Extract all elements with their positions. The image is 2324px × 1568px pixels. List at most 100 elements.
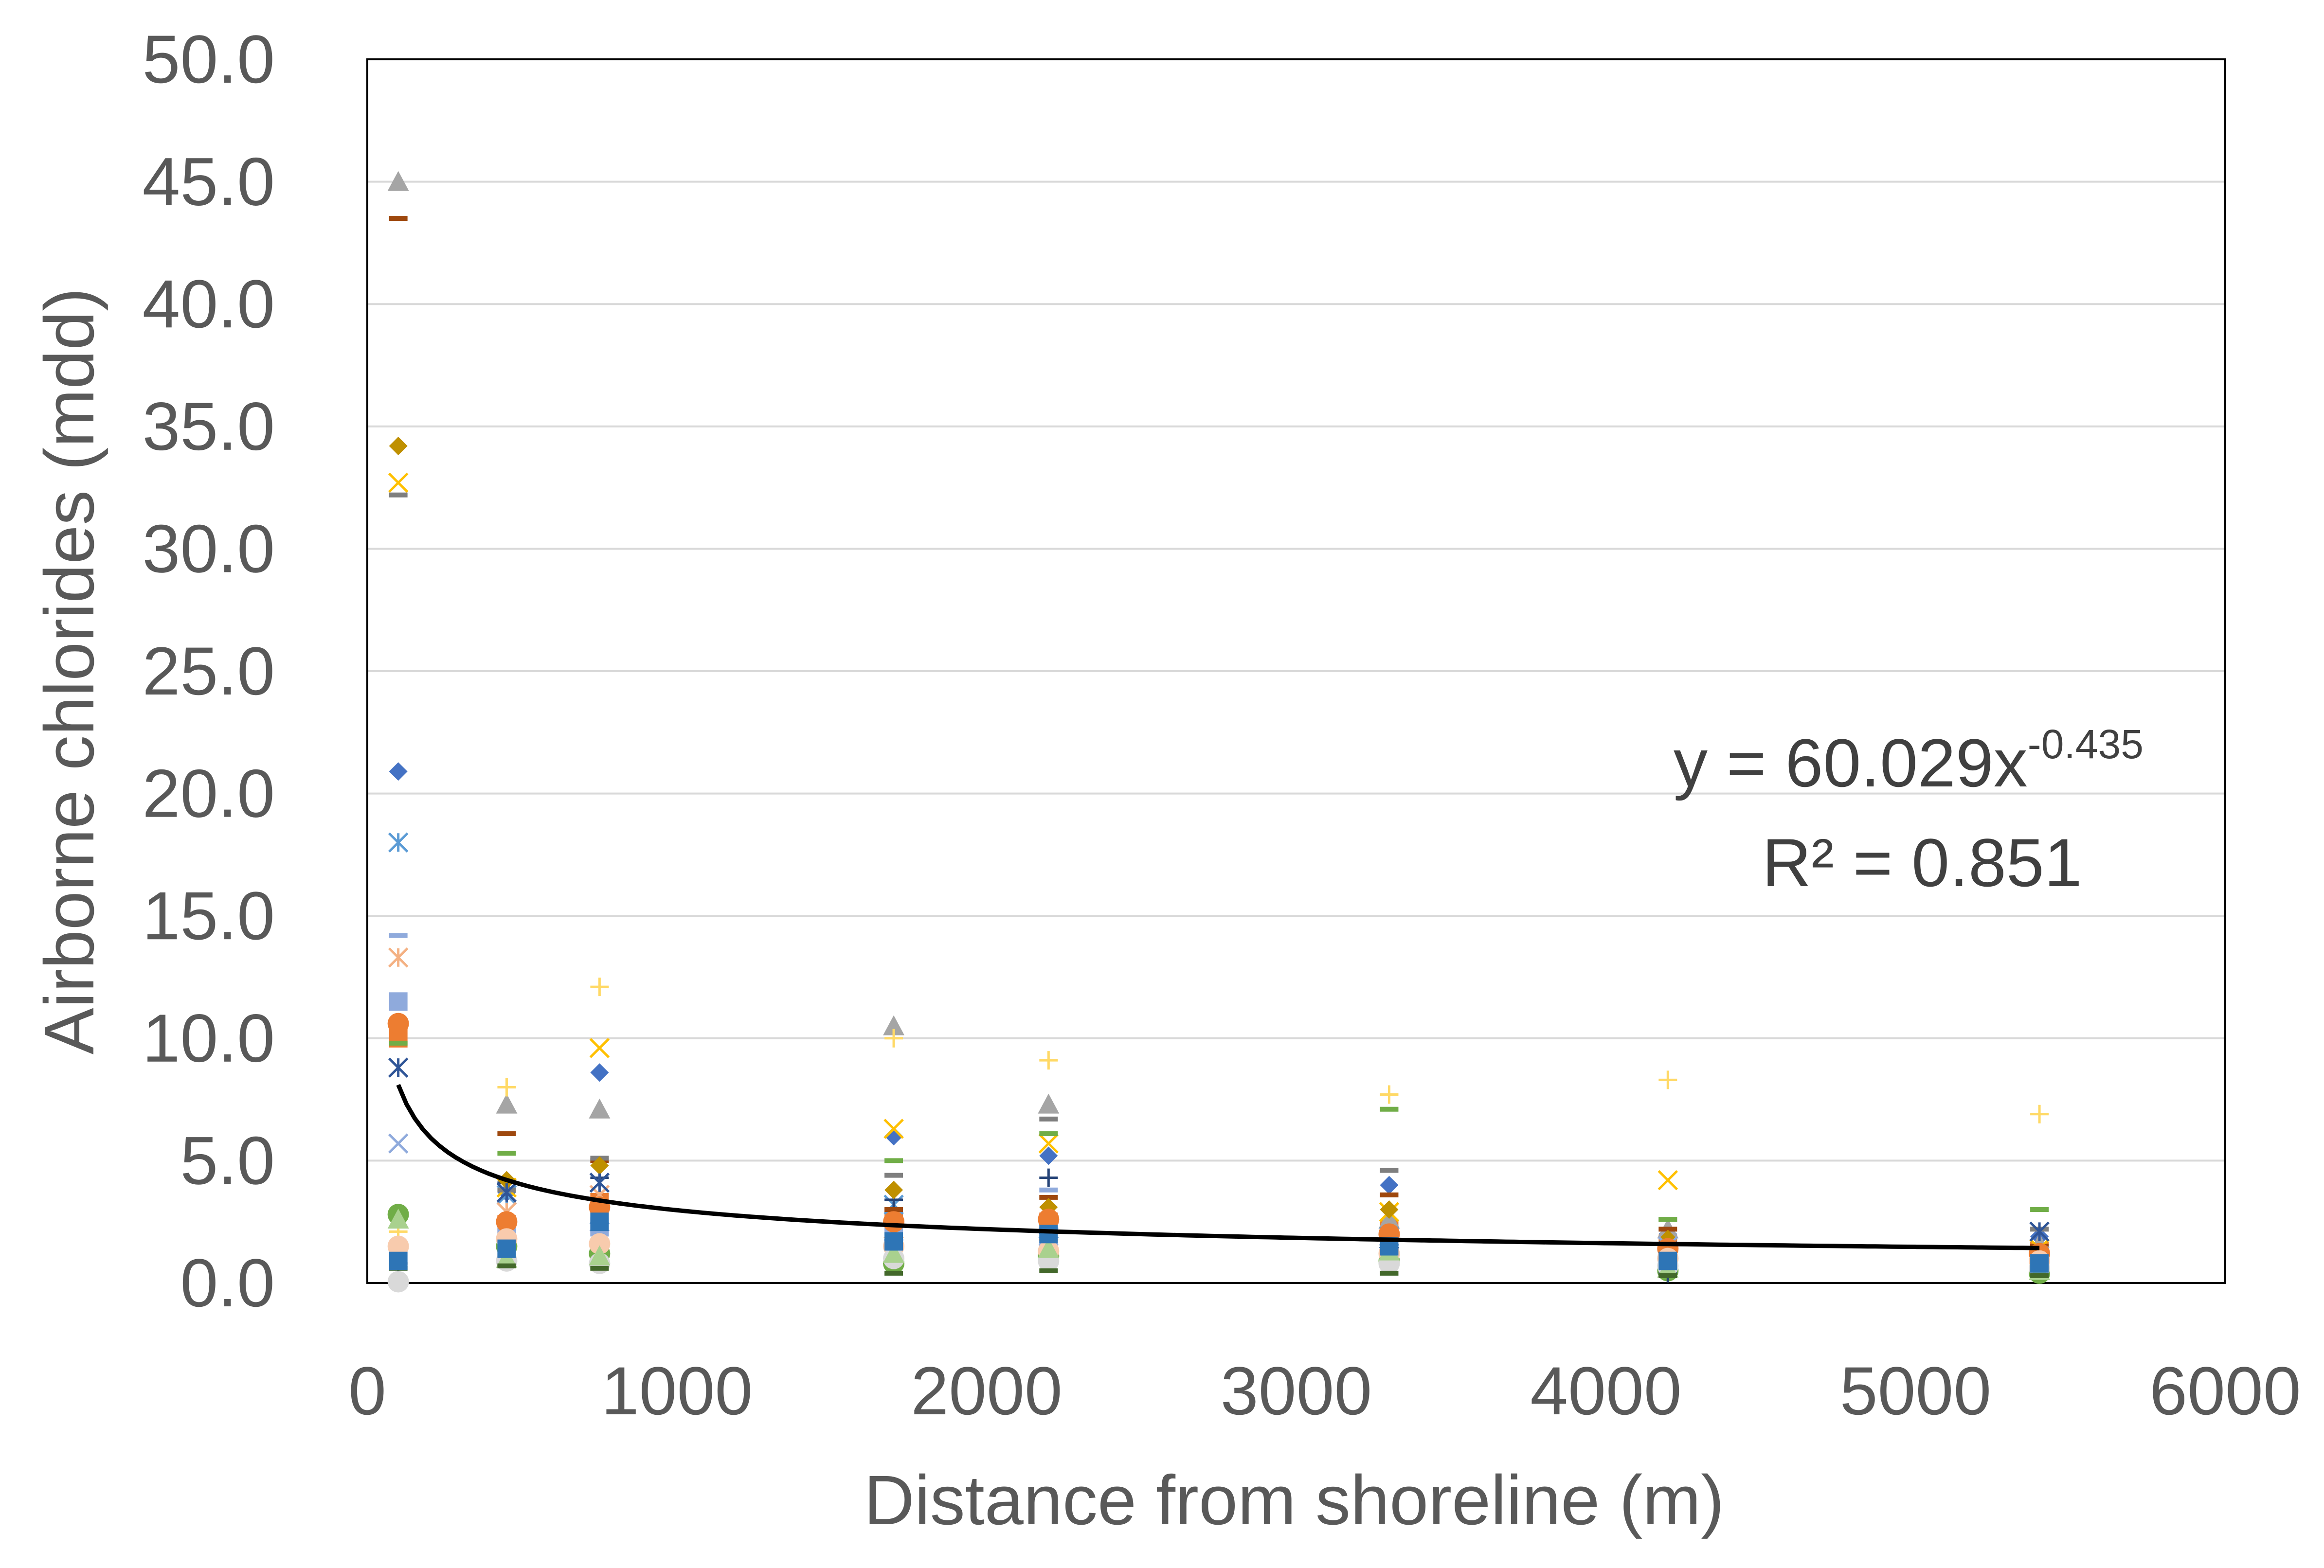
data-point	[389, 1251, 408, 1270]
y-tick-label: 20.0	[143, 755, 275, 832]
data-point	[496, 1182, 517, 1203]
data-point	[590, 1156, 609, 1175]
data-point	[1380, 1176, 1399, 1194]
data-point	[590, 1265, 609, 1271]
data-point	[497, 1078, 516, 1097]
data-point	[884, 1180, 903, 1199]
data-point	[884, 1158, 903, 1163]
data-point	[2030, 1105, 2049, 1123]
gridlines	[367, 180, 2225, 1162]
y-tick-label: 40.0	[143, 266, 275, 342]
data-points	[387, 171, 2051, 1293]
data-point	[590, 978, 609, 997]
data-point	[1657, 1170, 1678, 1191]
x-axis-title: Distance from shoreline (m)	[864, 1461, 1725, 1539]
y-axis-tick-labels: 0.0 5.0 10.0 15.0 20.0 25.0 30.0 35.0 40.0 45.0 50…	[143, 21, 275, 1321]
data-point	[496, 1093, 518, 1114]
data-point	[883, 1119, 904, 1139]
data-point	[1038, 1093, 1060, 1114]
y-tick-label: 0.0	[180, 1245, 275, 1321]
data-point	[1038, 1209, 1060, 1230]
data-point	[884, 1029, 903, 1048]
data-point	[1380, 1192, 1399, 1197]
data-point	[388, 947, 409, 968]
data-point	[884, 1232, 903, 1251]
y-tick-label: 5.0	[180, 1122, 275, 1198]
data-point	[389, 992, 408, 1011]
trendline	[396, 1084, 2040, 1250]
x-tick-label: 4000	[1530, 1353, 1681, 1429]
x-axis-tick-labels: 0 1000 2000 3000 4000 5000 6000	[348, 1353, 2301, 1429]
data-point	[1039, 1194, 1058, 1200]
data-point	[387, 1235, 409, 1257]
data-point	[497, 1239, 516, 1258]
data-point	[589, 1038, 610, 1058]
trendline-equation-exponent: -0.435	[2028, 721, 2144, 767]
trendline-r-squared: R² = 0.851	[1762, 824, 2082, 901]
y-axis-title: Airborne chlorides (mdd)	[30, 288, 108, 1055]
data-point	[1380, 1106, 1399, 1112]
data-point	[388, 472, 409, 493]
x-tick-label: 1000	[601, 1353, 753, 1429]
data-point	[1039, 1131, 1058, 1137]
data-point	[884, 1173, 903, 1178]
data-point	[1658, 1251, 1677, 1270]
plot-area-frame	[366, 58, 2226, 1284]
x-tick-label: 2000	[911, 1353, 1062, 1429]
x-tick-label: 0	[348, 1353, 386, 1429]
data-point	[883, 1211, 905, 1233]
data-point	[497, 1263, 516, 1268]
data-point	[388, 832, 409, 853]
data-point	[883, 1015, 905, 1035]
data-point	[497, 1131, 516, 1137]
data-point	[1039, 1225, 1058, 1244]
data-point	[1038, 1133, 1059, 1154]
data-point	[389, 437, 408, 456]
data-point	[1039, 1146, 1058, 1165]
data-point	[1380, 1200, 1399, 1219]
data-point	[589, 1233, 611, 1255]
data-point	[387, 1271, 409, 1293]
data-point	[387, 1209, 409, 1229]
trendline-equation: y = 60.029x-0.435	[1674, 721, 2144, 801]
data-point	[2030, 1207, 2049, 1212]
data-point	[884, 1207, 903, 1212]
data-point	[387, 171, 409, 191]
data-point	[1380, 1168, 1399, 1173]
data-point	[589, 1172, 610, 1193]
data-point	[590, 1212, 609, 1231]
data-point	[389, 1040, 408, 1046]
data-point	[496, 1211, 518, 1233]
y-tick-label: 25.0	[143, 633, 275, 709]
y-tick-label: 30.0	[143, 510, 275, 587]
data-point	[589, 1098, 611, 1119]
y-tick-label: 50.0	[143, 21, 275, 97]
data-point	[1039, 1116, 1058, 1122]
data-point	[389, 492, 408, 498]
trendline-equation-base: y = 60.029x	[1674, 725, 2028, 801]
data-point	[388, 1133, 409, 1154]
data-point	[1039, 1051, 1058, 1070]
y-tick-label: 10.0	[143, 1000, 275, 1076]
data-point	[883, 1243, 905, 1263]
data-point	[590, 1063, 609, 1082]
x-tick-label: 6000	[2149, 1353, 2301, 1429]
data-point	[2030, 1273, 2049, 1278]
data-point	[1038, 1238, 1060, 1258]
data-point	[1658, 1227, 1677, 1232]
y-tick-label: 45.0	[143, 143, 275, 220]
x-tick-label: 3000	[1221, 1353, 1372, 1429]
data-point	[388, 1057, 409, 1078]
y-tick-label: 35.0	[143, 388, 275, 464]
data-point	[497, 1151, 516, 1156]
data-point	[1380, 1085, 1399, 1104]
data-point	[1658, 1273, 1677, 1278]
data-point	[1039, 1187, 1058, 1193]
data-point	[589, 1245, 611, 1265]
data-point	[1039, 1268, 1058, 1273]
data-point	[389, 216, 408, 221]
data-point	[1658, 1070, 1677, 1089]
data-point	[2029, 1221, 2050, 1242]
y-tick-label: 15.0	[143, 877, 275, 954]
